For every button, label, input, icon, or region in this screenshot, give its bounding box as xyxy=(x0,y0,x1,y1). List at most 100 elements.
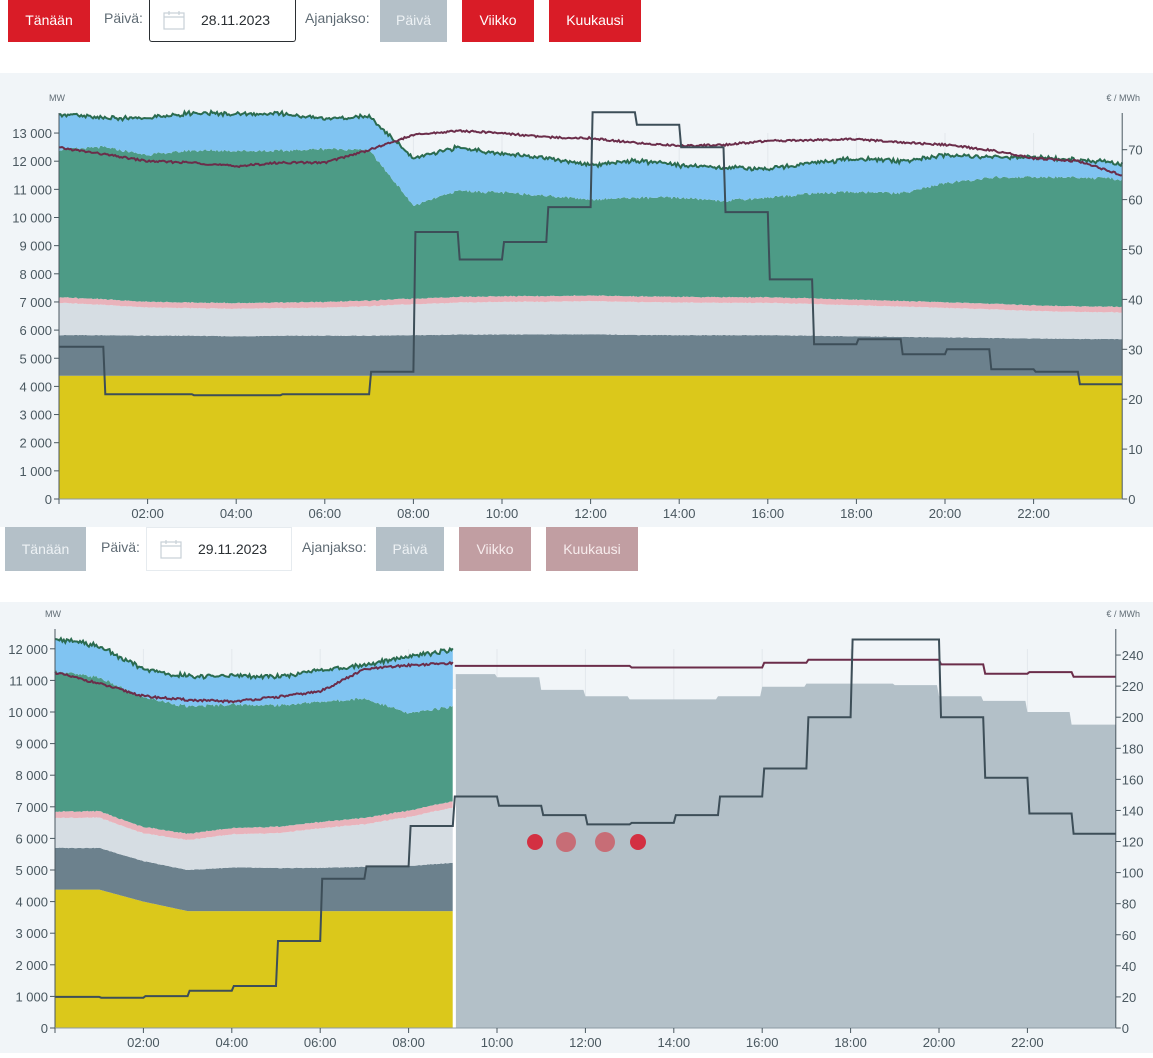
x-tick-label: 10:00 xyxy=(481,1035,514,1050)
y2-tick-label: 220 xyxy=(1122,679,1144,694)
calendar-icon xyxy=(163,10,185,30)
x-tick-label: 18:00 xyxy=(834,1035,867,1050)
period-day-button[interactable]: Päivä xyxy=(380,0,447,42)
period-month-button[interactable]: Kuukausi xyxy=(546,527,638,571)
production-line xyxy=(54,636,454,681)
x-tick-label: 18:00 xyxy=(840,506,873,521)
area-chp-district xyxy=(55,847,453,912)
y-tick-label: 0 xyxy=(41,1021,48,1036)
x-tick-label: 20:00 xyxy=(929,506,962,521)
area-chp-district xyxy=(59,334,1123,376)
y2-tick-label: 180 xyxy=(1122,741,1144,756)
period-day-button[interactable]: Päivä xyxy=(376,527,444,571)
area-wind xyxy=(59,111,1123,206)
chart-svg-1: MW € / MWh 0 1 000 2 000 3 000 4 000 5 000 6 000… xyxy=(12,93,1142,521)
y-tick-label: 8 000 xyxy=(19,267,52,282)
x-tick-label: 08:00 xyxy=(397,506,430,521)
x-tick-label: 14:00 xyxy=(663,506,696,521)
y2-tick-label: 0 xyxy=(1122,1021,1129,1036)
date-value: 29.11.2023 xyxy=(198,541,268,557)
period-week-button[interactable]: Viikko xyxy=(459,527,531,571)
y-tick-label: 6 000 xyxy=(15,831,48,846)
y-tick-label: 9 000 xyxy=(19,239,52,254)
date-picker[interactable]: 28.11.2023 xyxy=(149,0,296,42)
y2-tick-label: 20 xyxy=(1128,392,1142,407)
price-line xyxy=(55,638,1116,999)
x-tick-label: 16:00 xyxy=(752,506,785,521)
area-other xyxy=(55,801,453,841)
area-nuclear xyxy=(55,889,453,1028)
y-tick-label: 11 000 xyxy=(9,673,48,688)
x-tick-label: 12:00 xyxy=(574,506,607,521)
today-button[interactable]: Tänään xyxy=(8,0,90,42)
y2-axis-label: € / MWh xyxy=(1106,609,1140,619)
y2-tick-label: 80 xyxy=(1122,897,1136,912)
y-axis-label: MW xyxy=(45,609,61,619)
y-tick-label: 2 000 xyxy=(19,436,52,451)
y-tick-label: 7 000 xyxy=(19,295,52,310)
y2-tick-label: 160 xyxy=(1122,772,1144,787)
y-tick-label: 8 000 xyxy=(15,768,48,783)
chart-day-2: MW € / MWh 0 1 000 2 000 3 000 4 000 5 000 6 000… xyxy=(0,602,1153,1053)
y2-tick-label: 20 xyxy=(1122,990,1136,1005)
period-month-button[interactable]: Kuukausi xyxy=(549,0,641,42)
y2-tick-label: 40 xyxy=(1122,959,1136,974)
loading-dot xyxy=(556,832,576,852)
y-axis-label: MW xyxy=(49,93,65,103)
date-picker[interactable]: 29.11.2023 xyxy=(146,527,292,571)
loading-dot xyxy=(595,832,615,852)
consumption-line xyxy=(54,660,454,704)
period-label: Ajanjakso: xyxy=(302,539,367,555)
period-week-button[interactable]: Viikko xyxy=(462,0,534,42)
loading-dot xyxy=(630,834,646,850)
y-tick-label: 0 xyxy=(45,492,52,507)
y2-tick-label: 240 xyxy=(1122,648,1144,663)
y-tick-label: 7 000 xyxy=(15,800,48,815)
y-tick-label: 10 000 xyxy=(8,705,48,720)
y2-tick-label: 0 xyxy=(1128,492,1135,507)
y2-tick-label: 200 xyxy=(1122,710,1144,725)
today-button[interactable]: Tänään xyxy=(5,527,86,571)
y-tick-label: 6 000 xyxy=(19,323,52,338)
y-tick-label: 11 000 xyxy=(13,182,52,197)
x-tick-label: 10:00 xyxy=(486,506,519,521)
forecast-area xyxy=(455,674,1116,1028)
y-tick-label: 5 000 xyxy=(15,863,48,878)
x-tick-label: 04:00 xyxy=(216,1035,249,1050)
x-tick-label: 22:00 xyxy=(1011,1035,1044,1050)
y-tick-label: 9 000 xyxy=(15,737,48,752)
x-tick-label: 06:00 xyxy=(304,1035,337,1050)
y-tick-label: 5 000 xyxy=(19,351,52,366)
y2-tick-label: 60 xyxy=(1122,928,1136,943)
x-tick-label: 08:00 xyxy=(392,1035,425,1050)
area-hydro xyxy=(59,145,1123,308)
chart-svg-2: MW € / MWh 0 1 000 2 000 3 000 4 000 5 000 6 000… xyxy=(8,609,1144,1050)
x-tick-label: 14:00 xyxy=(658,1035,691,1050)
x-tick-label: 22:00 xyxy=(1017,506,1050,521)
y-tick-label: 12 000 xyxy=(8,642,48,657)
area-chp-industry xyxy=(59,300,1123,340)
toolbar-day-2: Tänään Päivä: 29.11.2023 Ajanjakso: Päiv… xyxy=(0,527,1153,573)
toolbar-day-1: Tänään Päivä: 28.11.2023 Ajanjakso: Päiv… xyxy=(0,0,1153,46)
x-tick-label: 02:00 xyxy=(127,1035,160,1050)
y2-tick-label: 100 xyxy=(1122,866,1144,881)
x-tick-label: 20:00 xyxy=(923,1035,956,1050)
y2-tick-label: 50 xyxy=(1128,243,1142,258)
y2-tick-label: 120 xyxy=(1122,835,1144,850)
date-value: 28.11.2023 xyxy=(201,11,271,28)
y2-axis-label: € / MWh xyxy=(1106,93,1140,103)
y2-tick-label: 60 xyxy=(1128,193,1142,208)
x-tick-label: 06:00 xyxy=(309,506,342,521)
x-tick-label: 04:00 xyxy=(220,506,253,521)
x-tick-label: 02:00 xyxy=(131,506,164,521)
y2-tick-label: 10 xyxy=(1128,442,1142,457)
consumption-forecast-line xyxy=(454,658,1116,678)
chart-day-1: MW € / MWh 0 1 000 2 000 3 000 4 000 5 000 6 000… xyxy=(0,73,1153,527)
consumption-line xyxy=(58,129,1123,177)
period-label: Ajanjakso: xyxy=(305,10,370,26)
y-tick-label: 13 000 xyxy=(12,126,52,141)
loading-dot xyxy=(527,834,543,850)
x-tick-label: 12:00 xyxy=(569,1035,602,1050)
date-label: Päivä: xyxy=(101,539,140,555)
y-tick-label: 4 000 xyxy=(19,379,52,394)
